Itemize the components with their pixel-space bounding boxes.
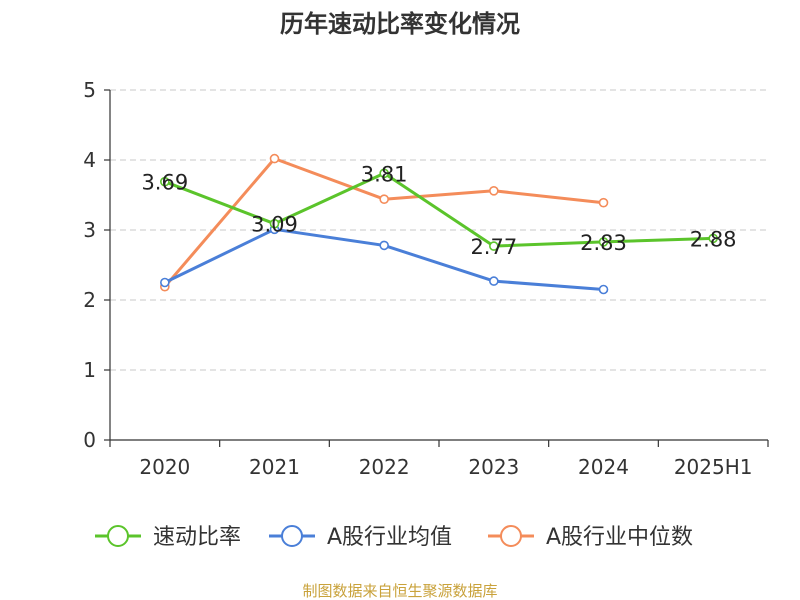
series-line-1 (164, 227, 604, 291)
legend-marker-0 (107, 525, 129, 547)
grid-lines (110, 89, 768, 371)
series-point-2-1 (269, 153, 280, 164)
data-label-5: 2.88 (690, 227, 737, 251)
y-tick-label-0: 0 (83, 428, 96, 452)
y-tick-label-3: 3 (83, 218, 96, 242)
x-tick-label-2025H1: 2025H1 (674, 455, 753, 479)
x-tick-label-2021: 2021 (249, 455, 300, 479)
y-tick-label-1: 1 (83, 358, 96, 382)
legend-item-2: A股行业中位数 (488, 525, 693, 550)
series-point-0-5 (708, 233, 718, 244)
series-point-1-4 (598, 284, 609, 295)
y-tick-label-4: 4 (83, 148, 96, 172)
chart-title: 历年速动比率变化情况 (280, 10, 520, 38)
data-label-0: 3.69 (141, 171, 188, 195)
legend-marker-2 (500, 525, 522, 547)
legend-marker-1 (281, 525, 303, 547)
x-tick-label-2023: 2023 (468, 455, 519, 479)
axes: 0 1 2 3 4 5 2020 2021 2022 2023 2024 2025H1 (83, 78, 769, 479)
data-labels: 3.69 3.09 3.81 2.77 2.83 2.88 (141, 162, 736, 259)
y-tick-label-2: 2 (83, 288, 96, 312)
legend-item-0: 速动比率 (95, 525, 241, 550)
legend-label-1: A股行业均值 (327, 525, 452, 550)
data-label-4: 2.83 (580, 231, 627, 255)
x-tick-label-2022: 2022 (359, 455, 410, 479)
series-line-0 (164, 171, 714, 248)
series-point-2-4 (598, 197, 609, 208)
series-point-0-0 (160, 176, 170, 187)
series-point-0-4 (598, 237, 609, 247)
series-point-1-3 (489, 276, 499, 286)
legend-label-2: A股行业中位数 (546, 525, 693, 550)
series-point-0-3 (489, 241, 499, 251)
x-tick-label-2020: 2020 (139, 455, 190, 479)
series-point-2-2 (379, 194, 389, 204)
series-point-2-3 (489, 186, 499, 196)
data-label-3: 2.77 (470, 235, 517, 259)
legend-item-1: A股行业均值 (269, 525, 452, 550)
series-point-0-1 (269, 218, 280, 229)
series-point-1-2 (379, 240, 389, 251)
x-tick-label-2024: 2024 (578, 455, 629, 479)
data-label-1: 3.09 (251, 213, 298, 237)
source-note: 制图数据来自恒生聚源数据库 (302, 582, 497, 600)
series-point-1-0 (160, 277, 170, 288)
legend-label-0: 速动比率 (153, 525, 241, 550)
data-label-2: 3.81 (361, 162, 408, 186)
y-tick-label-5: 5 (83, 78, 96, 102)
series-point-0-2 (379, 168, 389, 179)
series-layer (160, 153, 718, 295)
legend: 速动比率 A股行业均值 A股行业中位数 (95, 525, 693, 550)
